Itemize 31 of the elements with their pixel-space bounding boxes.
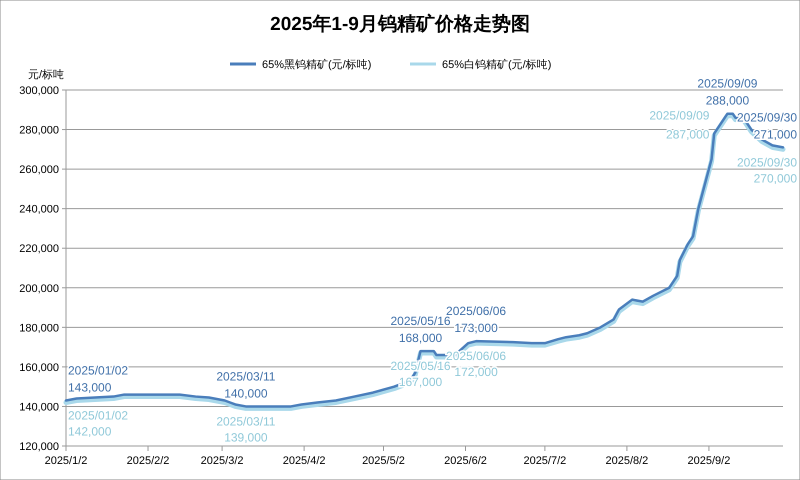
y-tick-label: 300,000 bbox=[19, 85, 59, 97]
x-tick-label: 2025/9/2 bbox=[688, 455, 730, 467]
x-tick-label: 2025/5/2 bbox=[362, 455, 405, 467]
data-label: 2025/09/30 270,000 bbox=[736, 155, 798, 186]
x-tick-label: 2025/8/2 bbox=[605, 455, 648, 467]
y-tick-label: 280,000 bbox=[19, 124, 59, 137]
x-tick-label: 2025/3/2 bbox=[200, 455, 244, 467]
data-label: 2025/03/11 139,000 bbox=[216, 414, 276, 444]
y-tick-label: 260,000 bbox=[19, 164, 59, 176]
data-label: 2025/05/16 168,000 bbox=[390, 314, 451, 346]
y-tick-label: 200,000 bbox=[19, 282, 59, 295]
y-tick-label: 120,000 bbox=[19, 441, 59, 453]
data-label: 2025/03/11 140,000 bbox=[216, 369, 276, 400]
y-tick-label: 180,000 bbox=[19, 322, 59, 334]
y-axis-title: 元/标吨 bbox=[28, 68, 64, 81]
x-tick-label: 2025/7/2 bbox=[523, 455, 566, 467]
y-tick-label: 240,000 bbox=[19, 204, 59, 216]
y-tick-label: 160,000 bbox=[19, 362, 59, 374]
x-tick-label: 2025/6/2 bbox=[444, 455, 487, 467]
data-label: 2025/09/09 287,000 bbox=[649, 108, 710, 142]
y-tick-label: 140,000 bbox=[19, 401, 59, 414]
data-label: 2025/01/02 142,000 bbox=[68, 408, 128, 438]
data-label: 2025/01/02 143,000 bbox=[68, 364, 128, 395]
legend-label: 65%白钨精矿(元/标吨) bbox=[442, 58, 552, 71]
x-tick-label: 2025/4/2 bbox=[282, 455, 326, 467]
x-tick-label: 2025/1/2 bbox=[44, 455, 88, 467]
chart-title: 2025年1-9月钨精矿价格走势图 bbox=[270, 13, 530, 35]
y-tick-label: 220,000 bbox=[19, 243, 59, 256]
legend-label: 65%黑钨精矿(元/标吨) bbox=[262, 58, 372, 71]
x-tick-label: 2025/2/2 bbox=[126, 455, 170, 467]
data-label: 2025/09/09 288,000 bbox=[697, 76, 758, 108]
